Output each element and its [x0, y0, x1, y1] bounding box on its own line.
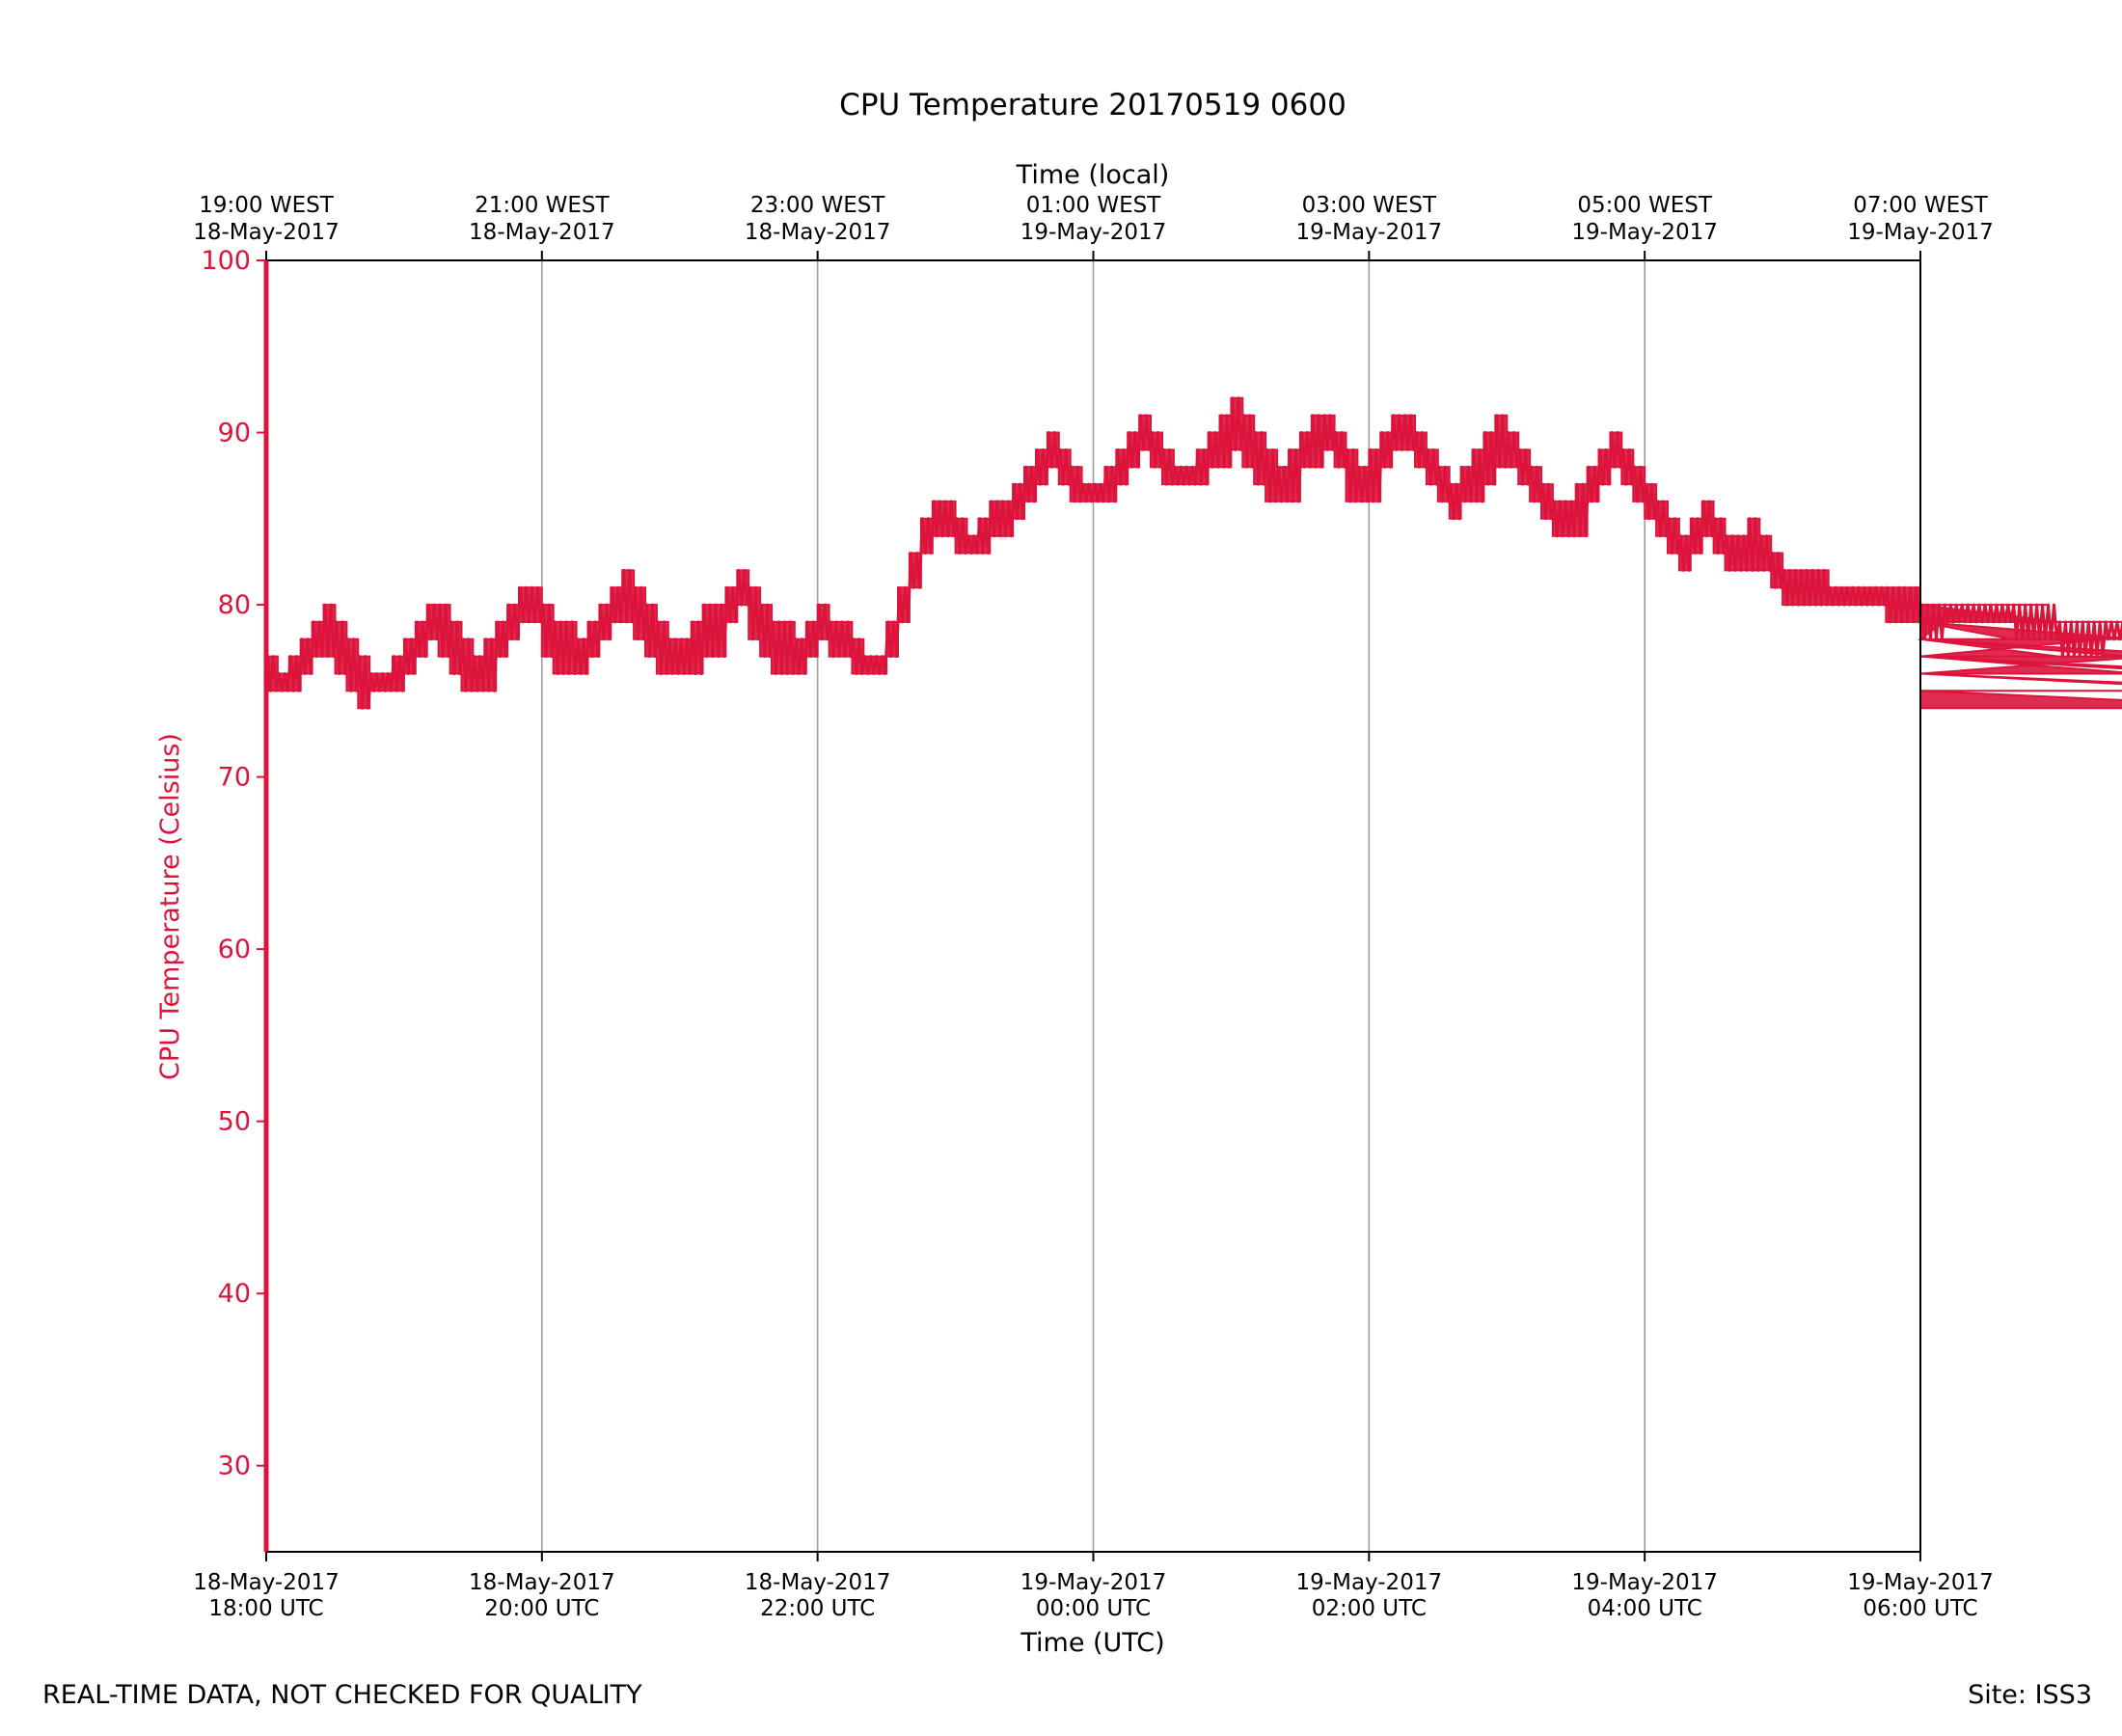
x-tick-label-bottom-time: 18:00 UTC [208, 1596, 323, 1621]
x-tick-label-top-date: 18-May-2017 [469, 220, 615, 245]
x-tick-label-bottom-time: 22:00 UTC [760, 1596, 875, 1621]
x-tick-label-bottom-date: 18-May-2017 [193, 1570, 340, 1595]
y-tick-label: 50 [218, 1107, 251, 1137]
x-tick-label-top-date: 19-May-2017 [1847, 220, 1994, 245]
x-tick-label-top-date: 19-May-2017 [1296, 220, 1443, 245]
x-tick-label-bottom-time: 02:00 UTC [1312, 1596, 1427, 1621]
x-tick-label-bottom-time: 06:00 UTC [1863, 1596, 1977, 1621]
x-tick-label-bottom-date: 19-May-2017 [1847, 1570, 1994, 1595]
x-tick-label-bottom-date: 19-May-2017 [1296, 1570, 1443, 1595]
x-tick-label-top-date: 19-May-2017 [1020, 220, 1167, 245]
x-tick-label-bottom-date: 19-May-2017 [1020, 1570, 1167, 1595]
x-axis-label-bottom: Time (UTC) [1020, 1628, 1164, 1658]
x-tick-label-bottom-date: 19-May-2017 [1571, 1570, 1718, 1595]
x-tick-label-bottom-date: 18-May-2017 [469, 1570, 615, 1595]
x-tick-label-top-time: 23:00 WEST [750, 193, 885, 218]
y-tick-label: 80 [218, 590, 251, 620]
x-tick-label-top-time: 01:00 WEST [1026, 193, 1161, 218]
y-tick-label: 40 [218, 1279, 251, 1309]
x-tick-label-top-time: 03:00 WEST [1302, 193, 1437, 218]
site-label: Site: ISS3 [1968, 1680, 2092, 1710]
y-tick-label: 30 [218, 1451, 251, 1481]
x-axis-label-top: Time (local) [1016, 160, 1170, 190]
x-tick-label-top-date: 18-May-2017 [193, 220, 340, 245]
y-tick-label: 100 [201, 246, 251, 276]
x-tick-label-top-time: 21:00 WEST [475, 193, 610, 218]
y-tick-label: 90 [218, 419, 251, 448]
y-axis-label: CPU Temperature (Celsius) [155, 733, 185, 1080]
x-tick-label-bottom-date: 18-May-2017 [745, 1570, 891, 1595]
x-tick-label-top-time: 07:00 WEST [1853, 193, 1988, 218]
chart-title: CPU Temperature 20170519 0600 [839, 88, 1347, 122]
x-tick-label-top-time: 05:00 WEST [1577, 193, 1712, 218]
x-tick-label-top-date: 18-May-2017 [745, 220, 891, 245]
y-tick-label: 70 [218, 763, 251, 793]
x-tick-label-top-date: 19-May-2017 [1571, 220, 1718, 245]
x-tick-label-top-time: 19:00 WEST [199, 193, 334, 218]
x-tick-label-bottom-time: 00:00 UTC [1036, 1596, 1151, 1621]
y-tick-label: 60 [218, 935, 251, 964]
series-line-cpu-temperature [266, 396, 2122, 710]
x-tick-label-bottom-time: 20:00 UTC [484, 1596, 599, 1621]
quality-disclaimer: REAL-TIME DATA, NOT CHECKED FOR QUALITY [42, 1680, 642, 1710]
x-tick-label-bottom-time: 04:00 UTC [1588, 1596, 1702, 1621]
